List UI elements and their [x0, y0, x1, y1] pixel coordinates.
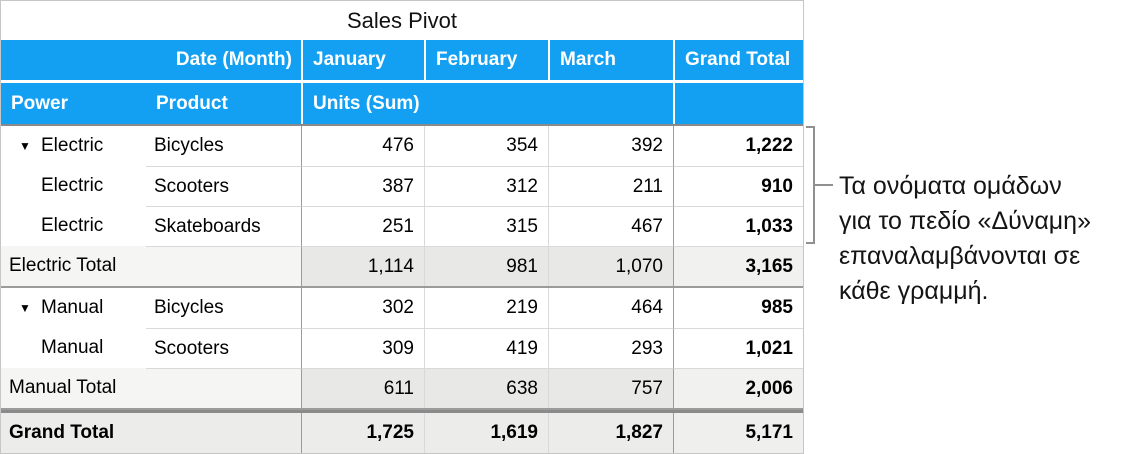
- grand-total-cell-total[interactable]: 5,171: [673, 413, 803, 453]
- product-cell[interactable]: Scooters: [146, 328, 301, 368]
- value-cell-mar[interactable]: 211: [548, 166, 673, 206]
- value-cell-mar[interactable]: 467: [548, 206, 673, 246]
- power-cell[interactable]: ▼ Electric: [1, 126, 146, 166]
- power-cell[interactable]: Electric: [1, 166, 146, 206]
- callout-text-line: Τα ονόματα ομάδων: [839, 172, 1062, 200]
- product-label: Scooters: [154, 337, 229, 359]
- value-cell-jan[interactable]: 387: [301, 166, 424, 206]
- value-cell-feb[interactable]: 315: [424, 206, 548, 246]
- subtotal-label: Electric Total: [9, 255, 117, 276]
- subtotal-cell-total[interactable]: 3,165: [673, 246, 803, 286]
- header-grand-total-empty: [673, 83, 803, 124]
- table-row-electric-bicycles: ▼ Electric Bicycles 476 354 392 1,222: [1, 126, 803, 166]
- grand-total-cell-jan[interactable]: 1,725: [301, 413, 424, 453]
- pivot-table: Sales Pivot Date (Month) January Februar…: [0, 0, 804, 454]
- power-label: Manual: [41, 337, 104, 358]
- table-row-manual-total: Manual Total 611 638 757 2,006: [1, 368, 803, 410]
- grand-total-spacer-cell[interactable]: [146, 413, 301, 453]
- value-cell-jan[interactable]: 309: [301, 328, 424, 368]
- header-grand-total[interactable]: Grand Total: [673, 40, 803, 80]
- subtotal-cell-jan[interactable]: 611: [301, 368, 424, 408]
- header-february[interactable]: February: [424, 40, 548, 80]
- value-cell-jan[interactable]: 302: [301, 288, 424, 328]
- header-march[interactable]: March: [548, 40, 673, 80]
- header-row-columns: Date (Month) January February March Gran…: [1, 40, 803, 83]
- power-label: Electric: [41, 215, 104, 236]
- value-cell-mar[interactable]: 293: [548, 328, 673, 368]
- product-cell[interactable]: Bicycles: [146, 288, 301, 328]
- header-units-sum[interactable]: Units (Sum): [301, 83, 673, 124]
- product-label: Bicycles: [154, 135, 224, 156]
- header-date-month[interactable]: Date (Month): [175, 49, 292, 70]
- table-row-electric-scooters: Electric Scooters 387 312 211 910: [1, 166, 803, 206]
- table-row-electric-total: Electric Total 1,114 981 1,070 3,165: [1, 246, 803, 288]
- power-label: Electric: [41, 175, 104, 196]
- product-label: Bicycles: [154, 297, 224, 318]
- callout-text: Τα ονόματα ομάδων για το πεδίο «Δύναμη» …: [839, 169, 1091, 309]
- power-label: Manual: [41, 297, 104, 318]
- power-cell[interactable]: ▼ Manual: [1, 288, 146, 328]
- callout-text-line: για το πεδίο «Δύναμη»: [839, 207, 1091, 235]
- header-power[interactable]: Power: [11, 92, 69, 114]
- header-january[interactable]: January: [301, 40, 424, 80]
- subtotal-cell-mar[interactable]: 1,070: [548, 246, 673, 286]
- subtotal-cell-total[interactable]: 2,006: [673, 368, 803, 408]
- callout-text-line: επαναλαμβάνονται σε: [839, 242, 1081, 270]
- power-label: Electric: [41, 135, 104, 156]
- table-row-manual-bicycles: ▼ Manual Bicycles 302 219 464 985: [1, 288, 803, 328]
- value-cell-jan[interactable]: 476: [301, 126, 424, 166]
- product-cell[interactable]: Scooters: [146, 166, 301, 206]
- subtotal-cell-mar[interactable]: 757: [548, 368, 673, 408]
- product-cell[interactable]: Bicycles: [146, 126, 301, 166]
- subtotal-cell-jan[interactable]: 1,114: [301, 246, 424, 286]
- value-cell-total[interactable]: 985: [673, 288, 803, 328]
- value-cell-feb[interactable]: 419: [424, 328, 548, 368]
- value-cell-feb[interactable]: 312: [424, 166, 548, 206]
- callout-connector-line: [814, 184, 833, 186]
- power-cell[interactable]: Manual: [1, 328, 146, 368]
- callout-text-line: κάθε γραμμή.: [839, 277, 989, 305]
- grand-total-label: Grand Total: [9, 422, 115, 443]
- disclosure-triangle-icon[interactable]: ▼: [19, 301, 31, 315]
- value-cell-total[interactable]: 910: [673, 166, 803, 206]
- subtotal-spacer-cell[interactable]: [146, 246, 301, 286]
- disclosure-triangle-icon[interactable]: ▼: [19, 139, 31, 153]
- value-cell-feb[interactable]: 354: [424, 126, 548, 166]
- subtotal-label-cell[interactable]: Electric Total: [1, 246, 146, 286]
- value-cell-jan[interactable]: 251: [301, 206, 424, 246]
- grand-total-cell-mar[interactable]: 1,827: [548, 413, 673, 453]
- power-cell[interactable]: Electric: [1, 206, 146, 246]
- subtotal-cell-feb[interactable]: 638: [424, 368, 548, 408]
- header-row-fields-labels: Power Product: [1, 83, 301, 124]
- table-title[interactable]: Sales Pivot: [1, 0, 803, 40]
- grand-total-label-cell[interactable]: Grand Total: [1, 413, 146, 453]
- subtotal-spacer-cell[interactable]: [146, 368, 301, 408]
- grand-total-cell-feb[interactable]: 1,619: [424, 413, 548, 453]
- subtotal-label-cell[interactable]: Manual Total: [1, 368, 146, 408]
- header-product[interactable]: Product: [156, 92, 228, 114]
- value-cell-total[interactable]: 1,021: [673, 328, 803, 368]
- product-cell[interactable]: Skateboards: [146, 206, 301, 246]
- header-row-fields: Power Product Units (Sum): [1, 83, 803, 124]
- table-row-electric-skateboards: Electric Skateboards 251 315 467 1,033: [1, 206, 803, 246]
- value-cell-feb[interactable]: 219: [424, 288, 548, 328]
- value-cell-total[interactable]: 1,033: [673, 206, 803, 246]
- table-row-grand-total: Grand Total 1,725 1,619 1,827 5,171: [1, 410, 803, 454]
- value-cell-mar[interactable]: 464: [548, 288, 673, 328]
- table-body: ▼ Electric Bicycles 476 354 392 1,222 El…: [1, 124, 803, 454]
- subtotal-cell-feb[interactable]: 981: [424, 246, 548, 286]
- product-label: Scooters: [154, 175, 229, 197]
- product-label: Skateboards: [154, 215, 261, 237]
- value-cell-total[interactable]: 1,222: [673, 126, 803, 166]
- subtotal-label: Manual Total: [9, 377, 117, 398]
- table-row-manual-scooters: Manual Scooters 309 419 293 1,021: [1, 328, 803, 368]
- value-cell-mar[interactable]: 392: [548, 126, 673, 166]
